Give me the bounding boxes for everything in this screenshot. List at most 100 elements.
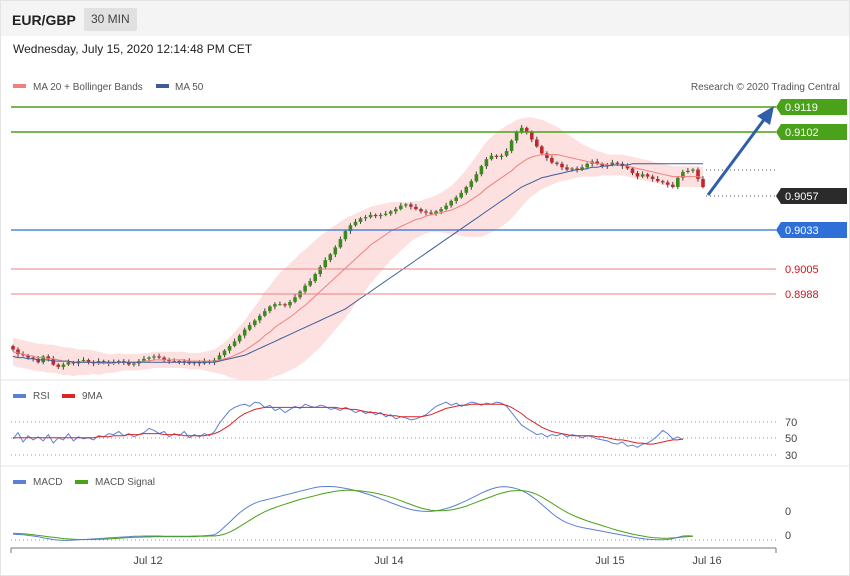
candle-body — [172, 361, 176, 363]
rsi-ma-legend-label: 9MA — [82, 391, 103, 402]
candle-body — [268, 306, 272, 312]
minor-level-value-1: 0.9005 — [785, 264, 819, 276]
ma20-legend-swatch — [13, 84, 26, 88]
candle-body — [419, 209, 423, 212]
resistance-tag-2 — [776, 124, 847, 140]
candle-body — [550, 158, 554, 163]
rsi-ma-legend-swatch — [62, 394, 75, 398]
candle-body — [232, 341, 237, 346]
macd-panel — [12, 486, 693, 541]
ma50-line — [12, 163, 703, 363]
candle-body — [388, 211, 393, 214]
candle-body — [363, 217, 368, 219]
candle-body — [227, 346, 232, 351]
rsi-level-label-30: 30 — [785, 450, 797, 462]
candle-body — [328, 254, 333, 261]
candle-body — [373, 214, 378, 217]
candle-body — [494, 155, 499, 157]
candle-body — [293, 297, 297, 302]
candle-body — [167, 359, 171, 362]
candle-body — [278, 304, 282, 306]
candle-body — [686, 170, 690, 172]
candle-body — [434, 211, 438, 214]
candle-body — [237, 335, 242, 342]
bollinger-band — [13, 117, 703, 381]
candle-body — [509, 140, 514, 151]
candle-body — [26, 355, 30, 358]
price-panel — [11, 117, 705, 381]
macd-level-label-2: 0 — [785, 530, 791, 542]
candle-body — [353, 221, 358, 226]
candle-body — [217, 355, 222, 360]
candle-body — [197, 362, 202, 364]
candle-body — [21, 354, 25, 356]
candle-body — [660, 181, 665, 183]
candle-body — [11, 346, 15, 350]
candle-body — [514, 132, 519, 141]
x-tick-label: Jul 14 — [374, 555, 403, 567]
candle-body — [671, 184, 675, 187]
candle-body — [555, 162, 559, 164]
candle-body — [484, 159, 489, 167]
candle-body — [424, 211, 428, 213]
candle-body — [540, 146, 544, 154]
current-price-value: 0.9057 — [785, 191, 819, 203]
candle-body — [545, 153, 549, 158]
macd-legend-label: MACD — [33, 477, 62, 488]
forecast-arrowhead — [757, 106, 774, 125]
candle-body — [595, 161, 599, 164]
candle-body — [519, 127, 524, 133]
candle-body — [318, 267, 322, 275]
candle-body — [630, 168, 635, 174]
candle-body — [404, 204, 408, 206]
candle-body — [81, 359, 86, 362]
candle-body — [459, 192, 463, 198]
rsi-level-label-70: 70 — [785, 417, 797, 429]
ma50-legend-label: MA 50 — [175, 82, 204, 93]
candle-body — [530, 132, 534, 140]
candle-body — [51, 358, 56, 365]
support-value: 0.9033 — [785, 225, 819, 237]
candle-body — [681, 171, 685, 178]
datetime-label: Wednesday, July 15, 2020 12:14:48 PM CET — [13, 42, 253, 56]
resistance-tag-1 — [776, 99, 847, 115]
rsi-panel — [12, 401, 684, 448]
header-bar: EUR/GBP 30 MIN — [1, 1, 849, 36]
candle-body — [701, 178, 705, 187]
candle-body — [479, 166, 484, 175]
candle-body — [464, 187, 469, 193]
symbol-title: EUR/GBP — [12, 12, 76, 28]
forecast-arrow — [706, 116, 768, 196]
candle-body — [368, 214, 373, 218]
candle-body — [524, 127, 529, 133]
candle-body — [399, 205, 403, 210]
candle-body — [610, 162, 615, 165]
candle-body — [645, 174, 650, 177]
macd-legend-swatch — [13, 480, 26, 484]
candle-body — [499, 155, 504, 157]
resistance-value-1: 0.9119 — [785, 102, 818, 114]
candle-body — [192, 362, 197, 364]
candle-body — [253, 320, 257, 326]
candle-body — [600, 163, 605, 167]
candle-body — [358, 218, 363, 222]
candle-body — [66, 362, 71, 365]
candle-body — [288, 301, 292, 306]
candle-body — [338, 239, 343, 248]
timeframe-button[interactable]: 30 MIN — [84, 8, 137, 31]
ma50-legend-swatch — [156, 84, 169, 88]
macd-level-label-1: 0 — [785, 506, 791, 518]
candle-body — [378, 214, 383, 217]
candle-body — [444, 205, 448, 210]
candle-body — [91, 362, 96, 364]
candle-body — [222, 350, 227, 356]
candle-body — [635, 173, 640, 177]
candle-body — [242, 329, 247, 336]
macd-signal-legend-label: MACD Signal — [95, 477, 155, 488]
candle-body — [333, 247, 338, 255]
candle-body — [585, 163, 589, 168]
candle-body — [152, 356, 156, 358]
candle-body — [56, 364, 61, 367]
candle-body — [625, 166, 630, 169]
